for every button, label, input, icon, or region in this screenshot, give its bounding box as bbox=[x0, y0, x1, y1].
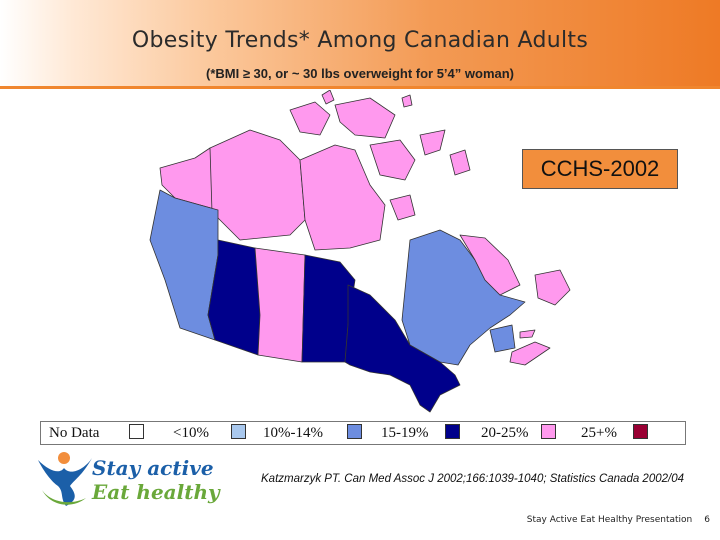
map-region-arctic-islands bbox=[449, 149, 471, 176]
logo-figure-swoosh bbox=[42, 490, 86, 505]
map-region-arctic-islands bbox=[369, 139, 416, 181]
map-region-saskatchewan bbox=[254, 247, 306, 363]
header-band bbox=[0, 0, 720, 89]
legend-swatch-15-19 bbox=[445, 424, 460, 439]
map-region-arctic-islands bbox=[321, 90, 335, 105]
map-region-ontario bbox=[344, 284, 461, 413]
map-region-arctic-islands bbox=[334, 97, 396, 139]
footer-text: Stay Active Eat Healthy Presentation bbox=[526, 515, 693, 525]
legend-label-no-data: No Data bbox=[49, 425, 100, 441]
map-region-arctic-islands bbox=[389, 194, 416, 221]
map-region-arctic-islands bbox=[401, 94, 413, 108]
map-region-quebec bbox=[401, 229, 526, 366]
legend-label-10-14: 10%-14% bbox=[263, 425, 323, 441]
legend-label-20-25: 20-25% bbox=[481, 425, 529, 441]
legend-label-25-plus: 25+% bbox=[581, 425, 617, 441]
logo-text-stay-active: Stay active bbox=[92, 456, 214, 480]
legend-label-15-19: 15-19% bbox=[381, 425, 429, 441]
legend-swatch-20-25 bbox=[541, 424, 556, 439]
legend-swatch-10-14 bbox=[347, 424, 362, 439]
legend-label-under-10: <10% bbox=[173, 425, 209, 441]
logo-figure-head bbox=[58, 452, 70, 464]
map-region-newfoundland bbox=[534, 269, 571, 306]
map-region-new-brunswick bbox=[489, 324, 516, 353]
map-region-northwest-territories bbox=[209, 129, 306, 241]
citation: Katzmarzyk PT. Can Med Assoc J 2002;166:… bbox=[261, 473, 684, 485]
logo-text-eat-healthy: Eat healthy bbox=[92, 480, 220, 504]
legend-swatch-under-10 bbox=[231, 424, 246, 439]
legend-swatch-no-data bbox=[129, 424, 144, 439]
legend-swatch-25-plus bbox=[633, 424, 648, 439]
legend: No Data <10% 10%-14% 15-19% 20-25% 25+% bbox=[40, 421, 686, 445]
logo-figure-body bbox=[38, 458, 92, 506]
map-region-nunavut bbox=[299, 144, 386, 251]
map-region-pei bbox=[519, 329, 536, 339]
map-region-arctic-islands bbox=[419, 129, 446, 156]
stay-active-logo bbox=[38, 452, 92, 506]
survey-source-label: CCHS-2002 bbox=[522, 149, 678, 189]
map-region-british-columbia bbox=[149, 189, 219, 341]
map-region-labrador bbox=[459, 234, 521, 296]
page-subtitle: (*BMI ≥ 30, or ~ 30 lbs overweight for 5… bbox=[205, 66, 514, 81]
page-title: Obesity Trends* Among Canadian Adults bbox=[131, 28, 589, 53]
canada-map bbox=[149, 90, 571, 413]
page-number: 6 bbox=[704, 515, 710, 525]
map-region-arctic-islands bbox=[289, 101, 331, 136]
footer: Stay Active Eat Healthy Presentation 6 bbox=[420, 515, 710, 525]
map-region-nova-scotia bbox=[509, 341, 551, 366]
